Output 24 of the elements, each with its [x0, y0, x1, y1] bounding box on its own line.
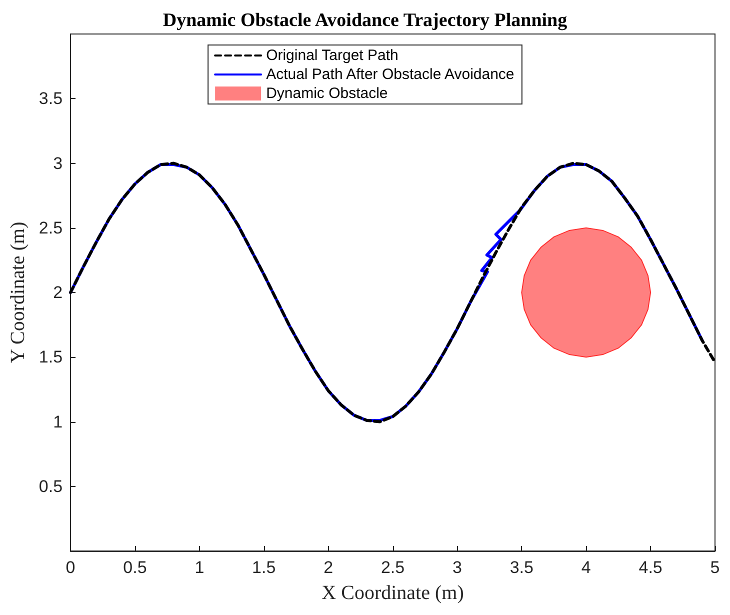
- y-tick-label: 1: [53, 412, 63, 432]
- x-axis-title: X Coordinate (m): [322, 582, 464, 604]
- x-tick-label: 3: [452, 558, 462, 577]
- x-tick-label: 0: [66, 558, 76, 577]
- x-tick-label: 2: [324, 558, 334, 577]
- y-tick-label: 2: [53, 283, 63, 302]
- y-tick-label: 3.5: [38, 89, 63, 108]
- x-tick-label: 1.5: [252, 558, 276, 577]
- y-tick-label: 3: [53, 154, 63, 173]
- chart-title: Dynamic Obstacle Avoidance Trajectory Planning: [162, 10, 568, 31]
- x-tick-label: 2.5: [380, 558, 405, 577]
- x-tick-label: 4: [581, 558, 591, 577]
- y-tick-label: 2.5: [38, 218, 63, 238]
- legend-label: Dynamic Obstacle: [266, 85, 388, 102]
- x-tick-label: 5: [710, 558, 720, 577]
- y-tick-label: 1.5: [38, 348, 63, 367]
- x-tick-label: 1: [194, 558, 204, 577]
- legend-label: Original Target Path: [266, 47, 398, 64]
- y-tick-label: 0.5: [38, 476, 63, 496]
- x-tick-label: 3.5: [510, 558, 534, 577]
- x-tick-label: 4.5: [638, 558, 662, 577]
- y-axis-title: Y Coordinate (m): [7, 222, 29, 364]
- x-tick-label: 0.5: [123, 558, 147, 577]
- legend-label: Actual Path After Obstacle Avoidance: [266, 66, 514, 83]
